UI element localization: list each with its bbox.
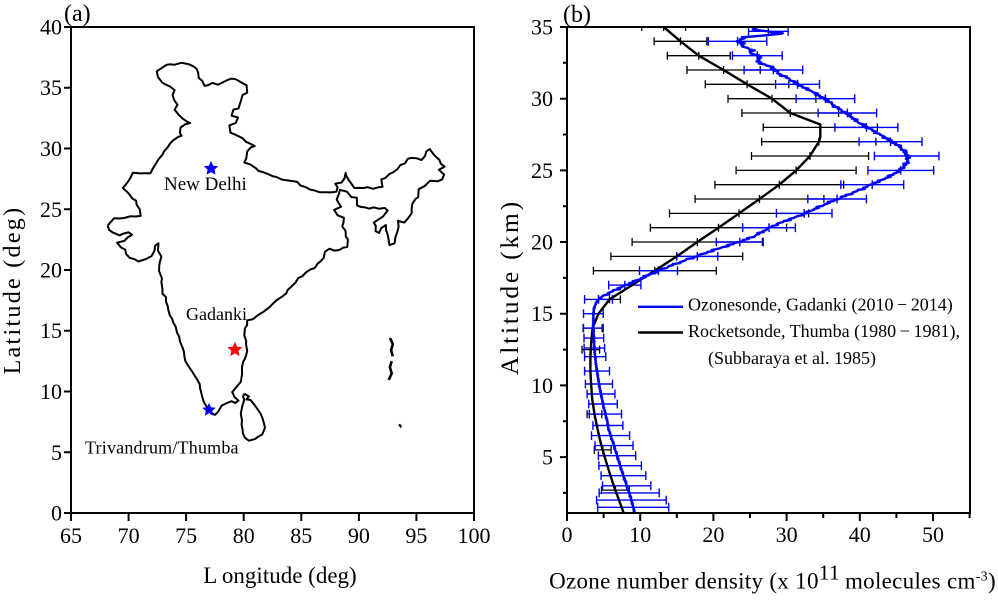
svg-text:85: 85 [290,523,312,548]
svg-text:35: 35 [531,15,553,40]
svg-text:(b): (b) [563,2,591,28]
svg-text:80: 80 [233,523,255,548]
svg-text:20: 20 [531,230,553,255]
svg-text:10: 10 [40,379,62,404]
svg-text:40: 40 [849,522,871,547]
svg-text:(a): (a) [64,1,91,27]
svg-text:New Delhi: New Delhi [164,174,247,195]
svg-text:50: 50 [922,522,944,547]
svg-text:35: 35 [40,75,62,100]
svg-text:Gadanki: Gadanki [186,304,247,324]
svg-text:20: 20 [40,258,62,283]
svg-text:90: 90 [348,523,370,548]
svg-text:25: 25 [531,158,553,183]
svg-text:25: 25 [40,197,62,222]
svg-text:30: 30 [776,522,798,547]
svg-text:10: 10 [531,373,553,398]
svg-text:15: 15 [40,318,62,343]
svg-text:5: 5 [542,445,553,470]
svg-text:95: 95 [405,523,427,548]
svg-text:30: 30 [40,136,62,161]
svg-text:10: 10 [629,522,651,547]
svg-text:0: 0 [51,501,62,526]
svg-text:Latitude (deg): Latitude (deg) [0,206,26,375]
svg-text:Altitude (km): Altitude (km) [495,199,524,375]
svg-text:15: 15 [531,301,553,326]
svg-text:40: 40 [40,15,62,40]
svg-text:Rocketsonde, Thumba (1980 − 19: Rocketsonde, Thumba (1980 − 1981), [688,321,960,342]
svg-text:30: 30 [531,86,553,111]
svg-text:5: 5 [51,440,62,465]
svg-text:70: 70 [118,523,140,548]
svg-text:(Subbaraya et al. 1985): (Subbaraya et al. 1985) [708,348,876,369]
svg-text:Ozonesonde, Gadanki (2010 − 20: Ozonesonde, Gadanki (2010 − 2014) [688,295,953,316]
svg-text:0: 0 [562,522,573,547]
svg-text:75: 75 [175,523,197,548]
svg-text:L ongitude (deg): L ongitude (deg) [203,563,356,588]
svg-text:65: 65 [60,523,82,548]
svg-text:100: 100 [458,523,491,548]
svg-text:Trivandrum/Thumba: Trivandrum/Thumba [85,438,239,458]
svg-text:20: 20 [702,522,724,547]
